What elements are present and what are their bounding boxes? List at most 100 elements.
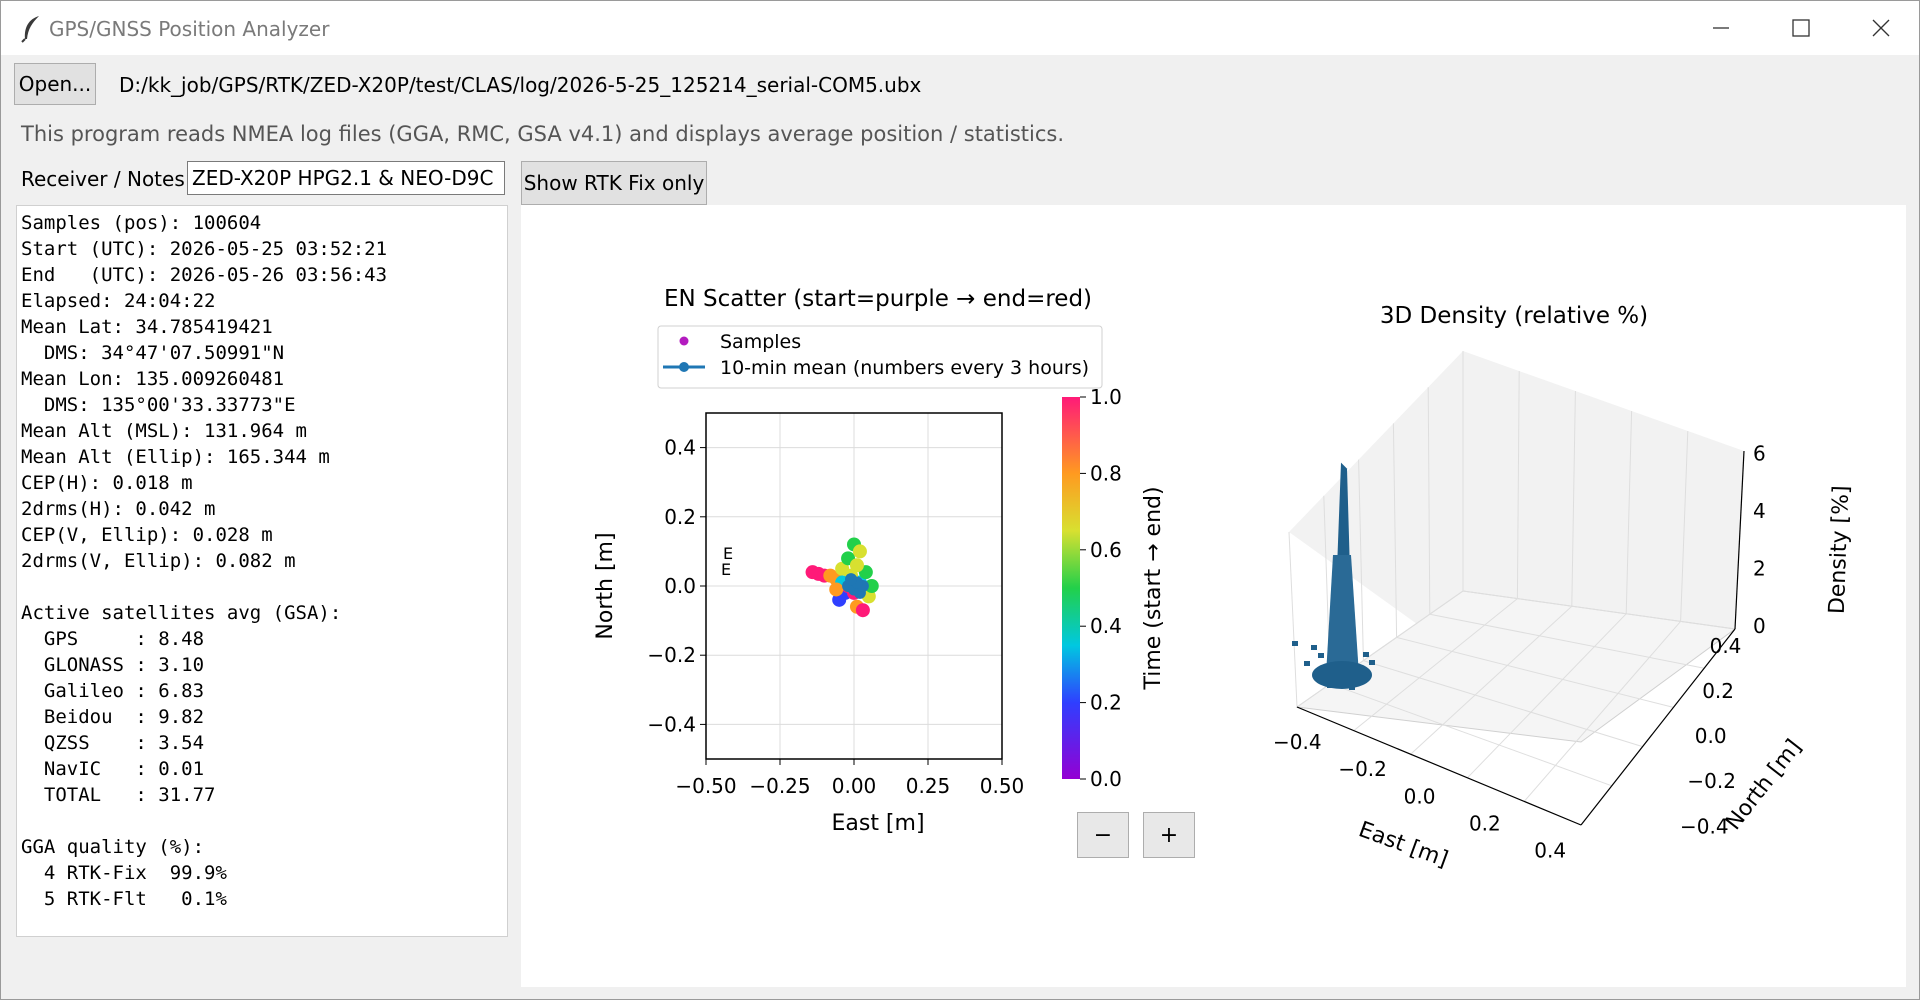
y-tick-label: 0.2 (664, 505, 696, 529)
wall-grid-line (1288, 531, 1298, 708)
floor-grid-line (1467, 613, 1627, 779)
east-tick-label: 0.0 (1404, 784, 1436, 808)
x-tick-label: −0.50 (675, 774, 736, 798)
close-button[interactable] (1841, 1, 1920, 55)
density-bar (1304, 661, 1310, 666)
show-rtk-fix-button[interactable]: Show RTK Fix only (521, 161, 707, 205)
wall-grid-line (1516, 370, 1520, 599)
x-tick-label: 0.00 (832, 774, 877, 798)
stats-line: CEP(H): 0.018 m (21, 472, 193, 494)
z-tick-label: 6 (1753, 442, 1766, 466)
north-axis-line (1580, 628, 1736, 826)
scatter-point (855, 603, 870, 618)
receiver-notes-label: Receiver / Notes: (21, 167, 192, 191)
stats-line (21, 808, 503, 834)
scatter-title: EN Scatter (start=purple → end=red) (664, 286, 1092, 312)
density-bar (1363, 652, 1369, 657)
y-tick-label: 0.0 (664, 574, 696, 598)
colorbar-tick-label: 1.0 (1090, 385, 1122, 409)
minimize-icon (1713, 27, 1729, 29)
z-tick-label: 2 (1753, 557, 1766, 581)
mean-track-label-1: E (723, 544, 733, 563)
density-bar (1357, 673, 1363, 678)
close-icon (1872, 19, 1890, 37)
legend-mean-label: 10-min mean (numbers every 3 hours) (720, 357, 1089, 379)
stats-line: 4 RTK-Fix 99.9% (21, 862, 227, 884)
density-title: 3D Density (relative %) (1380, 303, 1648, 329)
stats-line: QZSS : 3.54 (21, 732, 205, 754)
scatter-point (849, 558, 864, 573)
z-tick-label: 4 (1753, 499, 1766, 523)
stats-line: Mean Lon: 135.009260481 (21, 368, 285, 390)
scatter-point (852, 544, 867, 559)
density-east-ticks: −0.4 −0.2 0.0 0.2 0.4 (1273, 730, 1566, 863)
colorbar-ticks: 1.0 0.8 0.6 0.4 0.2 0.0 (1080, 385, 1122, 791)
mean-track-label-2: E (721, 560, 731, 579)
density-bar (1292, 641, 1298, 646)
title-bar: GPS/GNSS Position Analyzer (1, 1, 1919, 55)
wall-grid-line (1571, 390, 1576, 607)
statistics-text-area[interactable]: Samples (pos): 100604 Start (UTC): 2026-0… (16, 205, 508, 937)
floor-grid-line (1296, 590, 1464, 708)
stats-line: CEP(V, Ellip): 0.028 m (21, 524, 273, 546)
zoom-out-button[interactable]: − (1077, 812, 1129, 858)
colorbar-tick-label: 0.6 (1090, 538, 1122, 562)
colorbar-tick-label: 0.2 (1090, 691, 1122, 715)
density-east-label: East [m] (1355, 817, 1451, 872)
density-bar (1327, 683, 1333, 688)
y-tick-label: 0.4 (664, 436, 696, 460)
y-tick-label: −0.4 (647, 712, 696, 736)
east-axis-line (1296, 706, 1582, 826)
stats-line: GLONASS : 3.10 (21, 654, 205, 676)
legend-box (657, 325, 1103, 389)
colorbar (1062, 397, 1080, 779)
density-3d-box (1288, 351, 1745, 826)
stats-line: 2drms(V, Ellip): 0.082 m (21, 550, 296, 572)
scatter-points (805, 537, 879, 618)
stats-line: Mean Alt (Ellip): 165.344 m (21, 446, 330, 468)
scatter-x-ticks: −0.50 −0.25 0.00 0.25 0.50 (675, 759, 1024, 798)
stats-line (21, 574, 503, 600)
floor-grid-line (1410, 605, 1573, 755)
scatter-legend: Samples 10-min mean (numbers every 3 hou… (657, 325, 1103, 389)
scatter-mean-track (842, 573, 869, 599)
floor-grid-line (1429, 613, 1705, 669)
north-tick-label: 0.2 (1702, 679, 1734, 703)
stats-line: DMS: 34°47'07.50991"N (21, 342, 285, 364)
east-tick-label: −0.2 (1338, 757, 1387, 781)
mean-track-point (845, 573, 858, 586)
north-tick-label: −0.2 (1687, 769, 1736, 793)
north-tick-label: 0.0 (1695, 724, 1727, 748)
window-title: GPS/GNSS Position Analyzer (49, 17, 330, 41)
x-tick-label: 0.25 (906, 774, 951, 798)
wall-grid-line (1625, 410, 1633, 614)
colorbar-tick-label: 0.0 (1090, 767, 1122, 791)
stats-line: Start (UTC): 2026-05-25 03:52:21 (21, 238, 388, 260)
stats-line: Active satellites avg (GSA): (21, 602, 342, 624)
stats-line: Beidou : 9.82 (21, 706, 205, 728)
density-bar (1318, 653, 1324, 658)
file-path-label: D:/kk_job/GPS/RTK/ZED-X20P/test/CLAS/log… (119, 73, 922, 97)
floor-grid-line (1462, 590, 1736, 630)
floor-grid-line (1396, 636, 1674, 708)
scatter-x-label: East [m] (831, 811, 924, 836)
density-base-cluster (1312, 661, 1372, 689)
x-tick-label: −0.25 (749, 774, 810, 798)
receiver-notes-input[interactable] (187, 161, 505, 195)
maximize-icon (1792, 19, 1810, 37)
density-bars (1292, 462, 1375, 690)
zoom-in-button[interactable]: + (1143, 812, 1195, 858)
minimize-button[interactable] (1681, 1, 1761, 55)
density-bar (1349, 685, 1355, 690)
east-tick-label: 0.4 (1534, 839, 1566, 863)
stats-line: 2drms(H): 0.042 m (21, 498, 216, 520)
open-button[interactable]: Open... (14, 63, 96, 105)
maximize-button[interactable] (1761, 1, 1841, 55)
z-tick-label: 0 (1753, 614, 1766, 638)
colorbar-label: Time (start → end) (1141, 486, 1166, 690)
x-tick-label: 0.50 (980, 774, 1025, 798)
plot-canvas[interactable]: EN Scatter (start=purple → end=red) Samp… (521, 205, 1906, 987)
density-bar (1326, 555, 1359, 675)
legend-samples-marker (679, 336, 689, 346)
